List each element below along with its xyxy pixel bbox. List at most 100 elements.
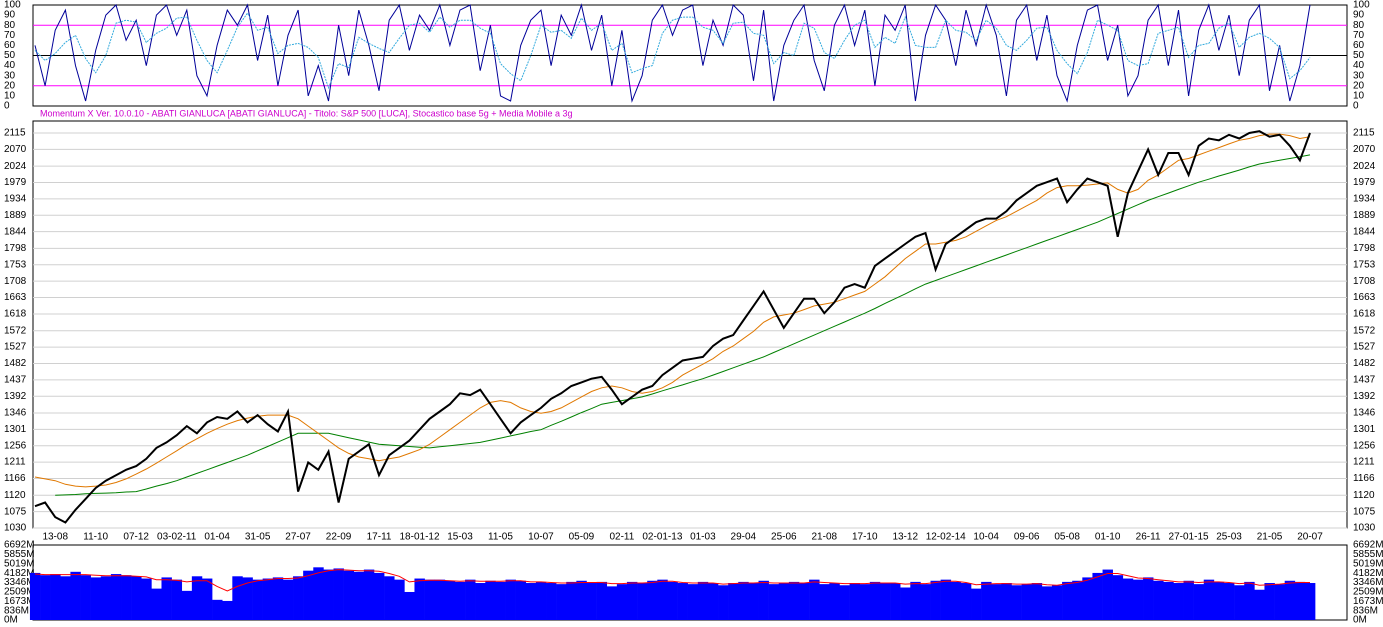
volume-bar <box>809 579 820 620</box>
volume-bar <box>333 568 344 620</box>
y-tick-label-right: 1075 <box>1353 506 1376 517</box>
volume-bar <box>90 577 102 620</box>
chart-caption: Momentum X Ver. 10.0.10 - ABATI GIANLUCA… <box>40 108 573 118</box>
y-tick-label-right: 1889 <box>1353 210 1376 221</box>
y-tick-label: 1979 <box>4 177 27 188</box>
series-line <box>34 3 1311 103</box>
x-tick-label: 02-01-13 <box>642 532 682 543</box>
y-tick-label: 70 <box>4 30 16 41</box>
volume-bar <box>1244 581 1255 620</box>
y-tick-label: 1663 <box>4 292 27 303</box>
volume-bar <box>1102 569 1113 620</box>
volume-bar <box>546 583 557 620</box>
y-tick-label: 6692M <box>4 540 35 551</box>
volume-bar <box>444 580 456 620</box>
volume-bar <box>1031 583 1043 620</box>
y-tick-label: 1753 <box>4 259 27 270</box>
y-tick-label-right: 1437 <box>1353 374 1376 385</box>
volume-bar <box>485 580 496 620</box>
volume-bar <box>181 590 193 620</box>
y-tick-label: 1889 <box>4 210 27 221</box>
volume-bar <box>586 583 597 620</box>
y-tick-label-right: 1301 <box>1353 424 1376 435</box>
volume-bar <box>981 581 992 620</box>
x-tick-label: 27-01-15 <box>1169 532 1209 543</box>
y-tick-label-right: 1572 <box>1353 325 1376 336</box>
y-tick-label: 1798 <box>4 243 27 254</box>
volume-bar <box>1304 583 1316 620</box>
y-tick-label: 90 <box>4 10 16 21</box>
y-tick-label: 1256 <box>4 440 27 451</box>
volume-bar <box>1021 584 1033 620</box>
volume-bar <box>121 575 132 620</box>
volume-bar <box>100 576 112 620</box>
volume-bar <box>191 576 203 620</box>
volume-bar <box>667 581 678 620</box>
volume-bar <box>222 600 233 620</box>
volume-bar <box>1284 580 1296 620</box>
x-tick-label: 01-03 <box>690 532 716 543</box>
volume-bar <box>1143 577 1154 620</box>
x-tick-label: 20-07 <box>1297 532 1323 543</box>
volume-bar <box>1254 589 1265 620</box>
x-tick-label: 01-10 <box>1095 532 1121 543</box>
y-tick-label-right: 1753 <box>1353 259 1376 270</box>
volume-bar <box>303 570 314 620</box>
x-tick-label: 07-12 <box>123 532 149 543</box>
y-tick-label-right: 60 <box>1353 40 1365 51</box>
y-tick-label-right: 1708 <box>1353 276 1376 287</box>
x-tick-label: 13-08 <box>42 532 68 543</box>
x-tick-label: 15-03 <box>447 532 473 543</box>
volume-bar <box>1011 585 1022 620</box>
x-tick-label: 18-01-12 <box>400 532 440 543</box>
y-tick-label-right: 2115 <box>1353 128 1375 139</box>
volume-bar <box>748 583 759 620</box>
volume-bar <box>879 583 891 620</box>
y-tick-label-right: 90 <box>1353 10 1365 21</box>
y-tick-label: 100 <box>4 0 21 11</box>
y-tick-label-right: 1934 <box>1353 194 1376 205</box>
volume-bar <box>40 575 51 620</box>
x-tick-label: 02-11 <box>609 532 634 543</box>
y-tick-label-right: 100 <box>1353 0 1370 11</box>
volume-bar <box>252 579 263 620</box>
volume-bar <box>900 587 911 620</box>
series-line <box>34 133 1311 488</box>
volume-bar <box>1183 580 1194 620</box>
y-tick-label-right: 1979 <box>1353 177 1376 188</box>
volume-bar <box>434 579 446 620</box>
x-tick-label: 05-08 <box>1054 532 1080 543</box>
volume-bar <box>606 586 618 620</box>
volume-bar <box>1203 579 1215 620</box>
volume-bar <box>1173 583 1184 620</box>
x-tick-label: 17-10 <box>852 532 878 543</box>
volume-bar <box>1163 581 1174 620</box>
x-tick-label: 12-02-14 <box>926 532 966 543</box>
volume-bar <box>890 583 901 620</box>
y-tick-label: 50 <box>4 50 16 61</box>
x-tick-label: 31-05 <box>245 532 271 543</box>
volume-bar <box>110 574 122 620</box>
x-tick-label: 03-02-11 <box>157 532 197 543</box>
volume-bar <box>323 569 334 620</box>
volume-bar <box>404 591 415 620</box>
y-tick-label: 1618 <box>4 309 27 320</box>
y-tick-label-right: 0 <box>1353 101 1359 112</box>
volume-bar <box>394 579 405 620</box>
volume-bar <box>738 581 749 620</box>
y-tick-label-right: 1392 <box>1353 391 1376 402</box>
y-tick-label: 2509M <box>4 587 35 598</box>
volume-bar <box>626 581 638 620</box>
volume-bar <box>29 572 41 620</box>
volume-bar <box>707 583 719 620</box>
volume-bar <box>141 578 152 620</box>
y-tick-label: 0 <box>4 101 10 112</box>
y-tick-label-right: 6692M <box>1353 540 1383 551</box>
volume-bar <box>1223 583 1235 620</box>
volume-bar <box>424 579 436 620</box>
y-tick-label: 80 <box>4 20 16 31</box>
volume-bar <box>788 581 800 620</box>
y-tick-label-right: 1256 <box>1353 440 1376 451</box>
x-tick-label: 05-09 <box>569 532 595 543</box>
volume-bar <box>454 581 466 620</box>
